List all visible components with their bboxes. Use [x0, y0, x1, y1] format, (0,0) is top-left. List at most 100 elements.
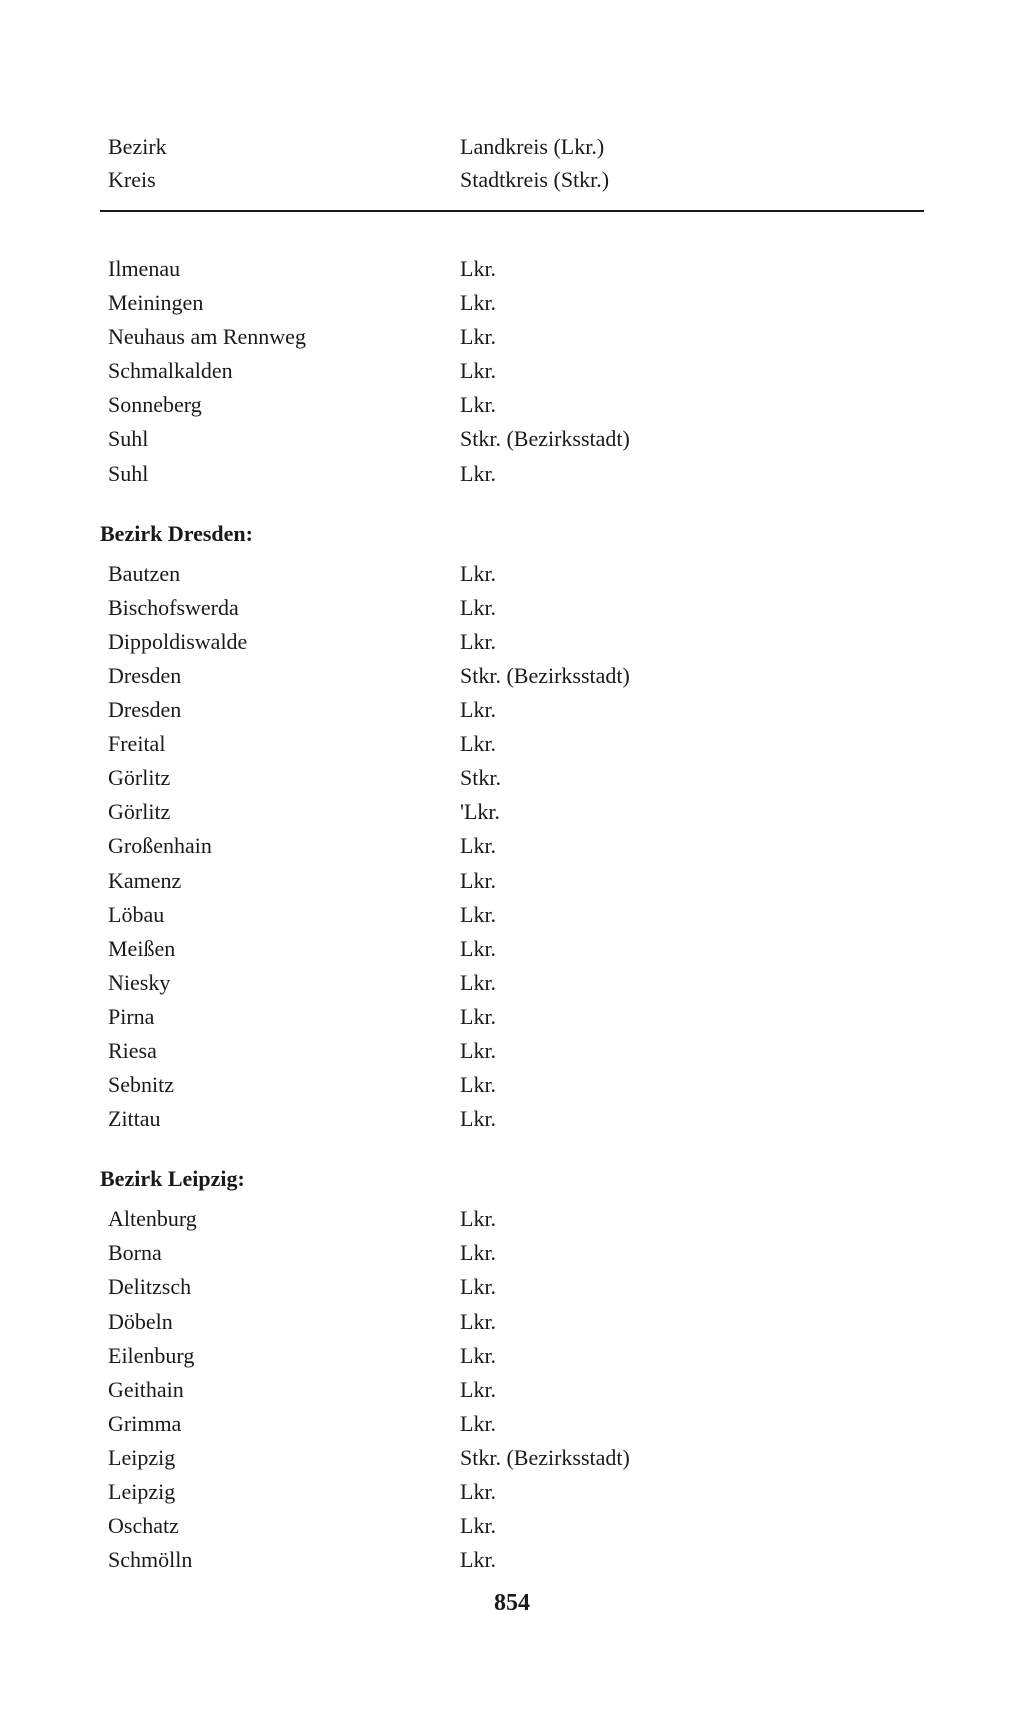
kreis-type: Lkr. — [460, 1102, 924, 1136]
kreis-type: 'Lkr. — [460, 795, 924, 829]
kreis-name: Kamenz — [100, 864, 460, 898]
table-row: DippoldiswaldeLkr. — [100, 625, 924, 659]
kreis-type: Lkr. — [460, 1339, 924, 1373]
kreis-name: Bautzen — [100, 557, 460, 591]
table-row: LeipzigStkr. (Bezirksstadt) — [100, 1441, 924, 1475]
kreis-name: Pirna — [100, 1000, 460, 1034]
kreis-type: Lkr. — [460, 1068, 924, 1102]
kreis-type: Lkr. — [460, 966, 924, 1000]
header-divider — [100, 210, 924, 212]
document-page: Bezirk Kreis Landkreis (Lkr.) Stadtkreis… — [100, 130, 924, 1577]
kreis-name: Sonneberg — [100, 388, 460, 422]
kreis-type: Stkr. (Bezirksstadt) — [460, 1441, 924, 1475]
kreis-name: Schmölln — [100, 1543, 460, 1577]
table-row: DöbelnLkr. — [100, 1305, 924, 1339]
kreis-type: Lkr. — [460, 1236, 924, 1270]
sections-container: IlmenauLkr.MeiningenLkr.Neuhaus am Rennw… — [100, 252, 924, 1577]
table-row: BautzenLkr. — [100, 557, 924, 591]
kreis-type: Lkr. — [460, 1407, 924, 1441]
page-number: 854 — [0, 1590, 1024, 1617]
table-row: EilenburgLkr. — [100, 1339, 924, 1373]
kreis-name: Neuhaus am Rennweg — [100, 320, 460, 354]
kreis-name: Bischofswerda — [100, 591, 460, 625]
table-row: LeipzigLkr. — [100, 1475, 924, 1509]
table-row: SuhlLkr. — [100, 457, 924, 491]
table-row: LöbauLkr. — [100, 898, 924, 932]
section-title: Bezirk Dresden: — [100, 521, 924, 547]
table-row: GrimmaLkr. — [100, 1407, 924, 1441]
kreis-type: Lkr. — [460, 898, 924, 932]
kreis-type: Lkr. — [460, 1270, 924, 1304]
kreis-type: Stkr. (Bezirksstadt) — [460, 659, 924, 693]
kreis-name: Döbeln — [100, 1305, 460, 1339]
kreis-type: Lkr. — [460, 829, 924, 863]
table-row: Görlitz'Lkr. — [100, 795, 924, 829]
kreis-type: Lkr. — [460, 727, 924, 761]
table-row: GeithainLkr. — [100, 1373, 924, 1407]
kreis-name: Geithain — [100, 1373, 460, 1407]
header-right-line2: Stadtkreis (Stkr.) — [460, 163, 924, 196]
table-row: DresdenStkr. (Bezirksstadt) — [100, 659, 924, 693]
kreis-type: Lkr. — [460, 932, 924, 966]
header-left-col: Bezirk Kreis — [100, 130, 460, 196]
kreis-type: Lkr. — [460, 388, 924, 422]
kreis-name: Leipzig — [100, 1441, 460, 1475]
kreis-name: Borna — [100, 1236, 460, 1270]
table-row: SebnitzLkr. — [100, 1068, 924, 1102]
table-row: AltenburgLkr. — [100, 1202, 924, 1236]
kreis-type: Stkr. (Bezirksstadt) — [460, 422, 924, 456]
kreis-type: Lkr. — [460, 1034, 924, 1068]
table-row: Neuhaus am RennwegLkr. — [100, 320, 924, 354]
kreis-name: Meißen — [100, 932, 460, 966]
kreis-type: Lkr. — [460, 864, 924, 898]
kreis-type: Lkr. — [460, 457, 924, 491]
kreis-name: Schmalkalden — [100, 354, 460, 388]
kreis-name: Freital — [100, 727, 460, 761]
table-row: MeißenLkr. — [100, 932, 924, 966]
kreis-type: Lkr. — [460, 1475, 924, 1509]
kreis-type: Lkr. — [460, 286, 924, 320]
kreis-type: Lkr. — [460, 1373, 924, 1407]
kreis-name: Meiningen — [100, 286, 460, 320]
kreis-type: Lkr. — [460, 1509, 924, 1543]
kreis-type: Lkr. — [460, 320, 924, 354]
table-header: Bezirk Kreis Landkreis (Lkr.) Stadtkreis… — [100, 130, 924, 196]
table-row: OschatzLkr. — [100, 1509, 924, 1543]
table-row: KamenzLkr. — [100, 864, 924, 898]
kreis-name: Dresden — [100, 693, 460, 727]
table-row: GörlitzStkr. — [100, 761, 924, 795]
table-row: PirnaLkr. — [100, 1000, 924, 1034]
kreis-name: Großenhain — [100, 829, 460, 863]
kreis-type: Lkr. — [460, 1543, 924, 1577]
table-row: SchmalkaldenLkr. — [100, 354, 924, 388]
table-row: MeiningenLkr. — [100, 286, 924, 320]
header-right-line1: Landkreis (Lkr.) — [460, 130, 924, 163]
kreis-name: Eilenburg — [100, 1339, 460, 1373]
header-right-col: Landkreis (Lkr.) Stadtkreis (Stkr.) — [460, 130, 924, 196]
table-row: FreitalLkr. — [100, 727, 924, 761]
kreis-name: Oschatz — [100, 1509, 460, 1543]
kreis-name: Sebnitz — [100, 1068, 460, 1102]
table-row: NieskyLkr. — [100, 966, 924, 1000]
kreis-type: Lkr. — [460, 693, 924, 727]
kreis-type: Lkr. — [460, 252, 924, 286]
kreis-type: Lkr. — [460, 625, 924, 659]
kreis-name: Ilmenau — [100, 252, 460, 286]
kreis-name: Riesa — [100, 1034, 460, 1068]
table-row: IlmenauLkr. — [100, 252, 924, 286]
kreis-name: Suhl — [100, 457, 460, 491]
kreis-type: Lkr. — [460, 1305, 924, 1339]
table-row: GroßenhainLkr. — [100, 829, 924, 863]
kreis-name: Altenburg — [100, 1202, 460, 1236]
header-left-line1: Bezirk — [108, 130, 460, 163]
kreis-type: Lkr. — [460, 591, 924, 625]
kreis-name: Dresden — [100, 659, 460, 693]
kreis-name: Niesky — [100, 966, 460, 1000]
kreis-name: Leipzig — [100, 1475, 460, 1509]
kreis-name: Grimma — [100, 1407, 460, 1441]
kreis-name: Suhl — [100, 422, 460, 456]
section-title: Bezirk Leipzig: — [100, 1166, 924, 1192]
kreis-name: Dippoldiswalde — [100, 625, 460, 659]
kreis-type: Lkr. — [460, 557, 924, 591]
header-left-line2: Kreis — [108, 163, 460, 196]
